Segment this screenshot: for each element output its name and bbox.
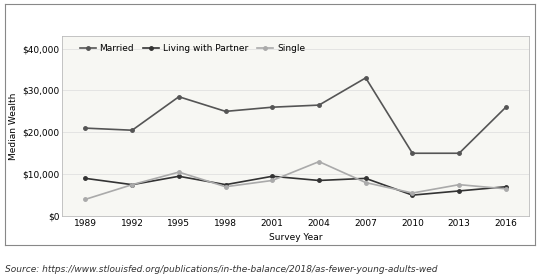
Y-axis label: Median Wealth: Median Wealth — [9, 92, 18, 160]
Text: Source: https://www.stlouisfed.org/publications/in-the-balance/2018/as-fewer-you: Source: https://www.stlouisfed.org/publi… — [5, 265, 438, 274]
X-axis label: Survey Year: Survey Year — [269, 234, 322, 242]
Legend: Married, Living with Partner, Single: Married, Living with Partner, Single — [76, 40, 309, 57]
